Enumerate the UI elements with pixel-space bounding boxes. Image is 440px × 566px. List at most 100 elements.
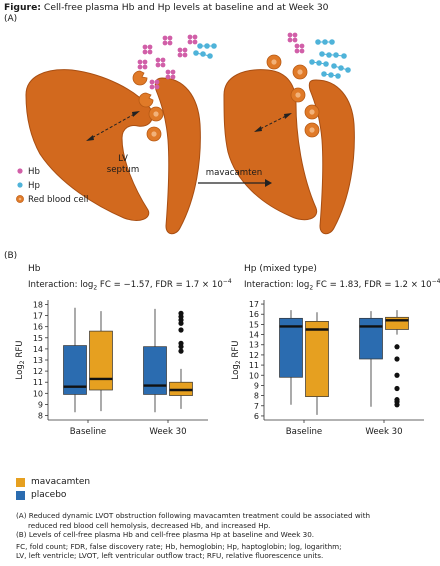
rbc-broken — [132, 70, 148, 86]
y-tick-label: 14 — [33, 345, 43, 354]
box-iqr — [143, 346, 167, 395]
y-tick-label: 15 — [33, 334, 43, 343]
hp-interaction-fc: FC = 1.83, FDR = 1.2 × 10 — [313, 279, 432, 290]
y-tick-label: 12 — [33, 367, 43, 376]
footnote-b: (B) Levels of cell-free plasma Hb and ce… — [16, 530, 315, 540]
y-axis-label-sub: 2 — [235, 360, 242, 364]
y-tick-label: 17 — [33, 312, 43, 321]
series-legend: mavacamten placebo — [16, 476, 90, 502]
y-axis-label: Log2 RFU — [15, 340, 26, 379]
box-placebo-0 — [279, 310, 303, 405]
box-placebo-1 — [359, 311, 383, 407]
outlier-point — [178, 327, 184, 333]
rbc-broken — [138, 92, 154, 108]
x-category-label: Week 30 — [149, 427, 186, 437]
hp-chains-right — [309, 39, 351, 79]
y-tick-label: 15 — [249, 320, 259, 329]
box-placebo-1 — [143, 308, 167, 413]
y-tick-label: 11 — [33, 378, 43, 387]
box-mavacamten-1 — [169, 310, 193, 409]
heart-right — [223, 69, 318, 221]
hb-interaction-prefix: Interaction: log — [28, 279, 94, 290]
y-tick-label: 10 — [249, 371, 259, 380]
legend-label-placebo: placebo — [31, 490, 67, 500]
hp-interaction-prefix: Interaction: log — [244, 279, 310, 290]
hb-interaction-stat: Interaction: log2 FC = −1.57, FDR = 1.7 … — [28, 278, 232, 292]
legend-label-mavacamten: mavacamten — [31, 477, 91, 487]
box-mavacamten-0 — [305, 312, 329, 415]
outlier-point — [394, 385, 400, 392]
septum-label-line2: septum — [107, 165, 139, 175]
y-axis-label-sub: 2 — [19, 360, 26, 364]
figure-title-text: Cell-free plasma Hb and Hp levels at bas… — [40, 2, 329, 13]
y-tick-label: 7 — [254, 402, 259, 411]
x-category-label: Baseline — [286, 427, 322, 437]
box-mavacamten-1 — [385, 310, 409, 408]
box-iqr — [385, 316, 409, 330]
heart-left — [25, 69, 153, 221]
y-tick-label: 13 — [33, 356, 43, 365]
y-tick-label: 16 — [249, 310, 259, 319]
footnote-a-line1: (A) Reduced dynamic LVOT obstruction fol… — [16, 511, 371, 520]
hb-boxplot: 8 9 10 11 12 13 14 15 16 17 18 Log2 RFU Baseline Week… — [15, 300, 208, 437]
y-tick-label: 8 — [254, 392, 259, 401]
hb-clusters-left — [137, 34, 198, 90]
hp-interaction-stat: Interaction: log2 FC = 1.83, FDR = 1.2 ×… — [244, 278, 440, 292]
panel-a-label: (A) — [4, 14, 18, 24]
y-axis-label-unit: RFU — [231, 340, 241, 360]
box-iqr — [305, 321, 329, 397]
y-tick-label: 16 — [33, 323, 43, 332]
rbc-group-left — [132, 70, 164, 142]
x-category-label: Baseline — [70, 427, 106, 437]
legend-item-placebo: placebo — [16, 489, 90, 501]
y-tick-label: 11 — [249, 361, 259, 370]
legend-swatch-placebo — [16, 490, 25, 500]
outlier-point — [178, 310, 184, 316]
septum-arrowhead-right-1 — [254, 126, 262, 132]
hp-chains-left — [193, 43, 217, 59]
panel-b-label: (B) — [4, 251, 18, 261]
box-mavacamten-0 — [89, 311, 113, 412]
hb-chart-title: Hb — [28, 264, 41, 274]
hb-interaction-sub: 2 — [93, 284, 98, 292]
septum-arrowhead-left-2 — [132, 111, 140, 117]
hb-interaction-fc: FC = −1.57, FDR = 1.7 × 10 — [97, 279, 223, 290]
outlier-point — [394, 397, 400, 403]
hb-legend-icon — [17, 168, 23, 174]
hemolysis-diagram: LV septum mavacamten — [16, 32, 355, 235]
hb-legend-label: Hb — [28, 167, 40, 177]
y-axis-label: Log2 RFU — [231, 340, 242, 379]
hb-clusters-right — [287, 32, 305, 54]
figure-title: Figure: Cell-free plasma Hb and Hp level… — [4, 2, 329, 13]
box-iqr — [279, 317, 303, 378]
y-axis-label-unit: RFU — [15, 340, 25, 360]
rbc-group-right — [266, 54, 320, 138]
y-tick-label: 10 — [33, 389, 43, 398]
box-iqr — [63, 345, 87, 395]
y-tick-label: 13 — [249, 341, 259, 350]
y-tick-label: 17 — [249, 300, 259, 309]
hp-legend-label: Hp — [28, 181, 40, 191]
septum-arrow-right — [255, 113, 291, 132]
box-iqr — [359, 317, 383, 360]
heart-right-wall — [308, 79, 355, 235]
treatment-arrow-label: mavacamten — [206, 168, 262, 178]
septum-label-line1: LV — [118, 154, 128, 164]
hp-interaction-exp: −4 — [431, 278, 440, 285]
footnote-abbreviations-line2: LV, left ventricle; LVOT, left ventricul… — [16, 551, 324, 561]
y-axis-label-main: Log — [231, 364, 241, 379]
y-tick-label: 18 — [33, 300, 43, 309]
footnote-a-line2: reduced red blood cell hemolysis, decrea… — [28, 520, 271, 530]
hb-interaction-exp: −4 — [222, 278, 232, 285]
footnote-abbreviations-line1: FC, fold count; FDR, false discovery rat… — [16, 541, 342, 551]
outlier-point — [394, 344, 400, 350]
outlier-point — [178, 348, 184, 354]
box-iqr — [89, 330, 113, 391]
diagram-legend: Hb Hp Red blood cell — [16, 167, 88, 205]
y-tick-label: 12 — [249, 351, 259, 360]
legend-swatch-mavacamten — [16, 477, 25, 487]
hp-interaction-sub: 2 — [309, 284, 314, 292]
outlier-point — [394, 372, 400, 378]
hp-chart-title: Hp (mixed type) — [244, 264, 317, 274]
